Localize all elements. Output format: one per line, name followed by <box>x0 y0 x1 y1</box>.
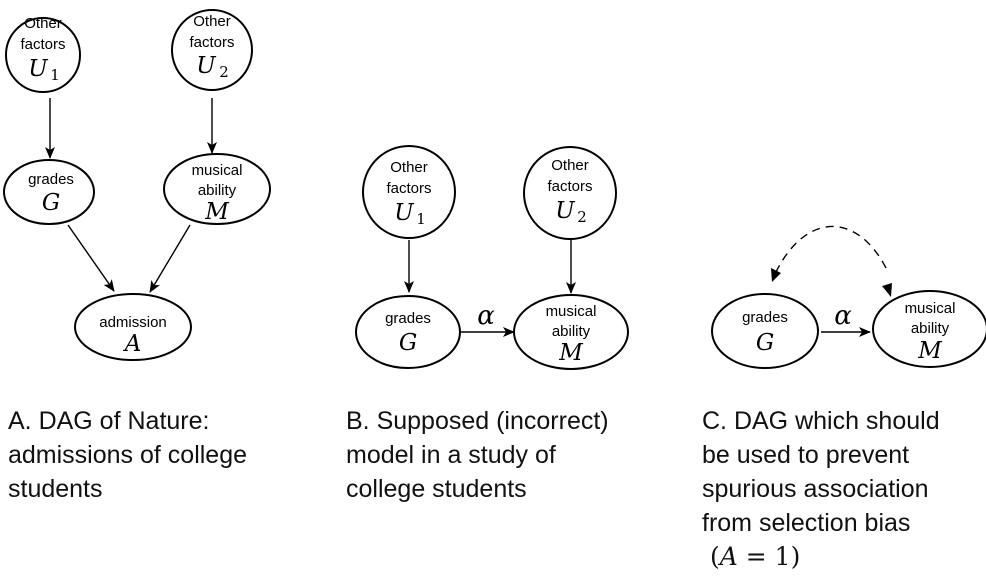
node-symbol: U <box>196 53 217 79</box>
caption-line: A. DAG of Nature: <box>8 407 210 435</box>
node-line1: Other <box>193 13 231 30</box>
node-label: grades <box>742 309 788 326</box>
node-line1: musical <box>192 162 243 179</box>
node-admission: admission A <box>74 293 192 361</box>
node-symbol: U <box>28 56 49 82</box>
node-symbol: M <box>558 340 584 366</box>
node-line2: ability <box>198 182 237 199</box>
node-line2: factors <box>20 36 65 53</box>
node-subscript: 2 <box>219 63 229 81</box>
node-line2: factors <box>386 180 431 197</box>
node-label: admission <box>99 314 167 331</box>
caption-line: B. Supposed (incorrect) <box>346 407 609 435</box>
node-line1: Other <box>390 159 428 176</box>
node-label: grades <box>28 171 74 188</box>
condition-open-paren: ( <box>710 542 720 571</box>
panel-a-diagram: Other factors U 1 Other factors U 2 grad… <box>3 9 271 361</box>
edge-grades-to-admission <box>67 224 115 292</box>
edge-musical-ability-to-admission <box>149 224 191 293</box>
node-line2: factors <box>189 34 234 51</box>
node-grades: grades G <box>3 159 95 225</box>
caption-line: from selection bias <box>702 509 911 537</box>
node-symbol: A <box>123 331 142 357</box>
node-symbol: U <box>394 200 415 226</box>
node-musical-ability: musical ability M <box>872 290 986 368</box>
node-line2: ability <box>911 320 950 337</box>
node-musical-ability: musical ability M <box>513 294 629 370</box>
node-line2: ability <box>552 323 591 340</box>
condition-rest: = 1) <box>737 542 801 571</box>
caption-panel-a: A. DAG of Nature: admissions of college … <box>8 404 247 506</box>
node-other-factors-u1: Other factors U 1 <box>5 15 81 93</box>
dashed-arc-arrowhead-grades <box>771 268 781 282</box>
node-subscript: 1 <box>50 66 60 84</box>
caption-line: be used to prevent <box>702 441 910 469</box>
node-label: grades <box>385 310 431 327</box>
caption-panel-c: C. DAG which should be used to prevent s… <box>702 404 940 574</box>
node-symbol: M <box>204 199 230 225</box>
panel-b-diagram: α Other factors U 1 Other factors U 2 gr… <box>355 145 629 370</box>
caption-line: admissions of college <box>8 441 248 469</box>
edge-alpha-label: α <box>477 301 495 331</box>
node-line1: Other <box>551 157 589 174</box>
caption-line: model in a study of <box>346 441 556 469</box>
node-line2: factors <box>547 178 592 195</box>
node-symbol: U <box>555 198 576 224</box>
panel-c-diagram: α grades G musical ability M <box>711 225 986 369</box>
node-grades: grades G <box>355 295 461 369</box>
node-line1: musical <box>546 303 597 320</box>
node-subscript: 1 <box>416 210 426 228</box>
caption-line: students <box>8 475 103 503</box>
node-line1: musical <box>905 300 956 317</box>
edge-alpha-label: α <box>834 301 852 331</box>
caption-line: college students <box>346 475 527 503</box>
node-grades: grades G <box>711 293 819 369</box>
node-symbol: M <box>917 338 943 364</box>
node-subscript: 2 <box>577 208 587 226</box>
node-symbol: G <box>399 330 417 356</box>
caption-line: spurious association <box>702 475 929 503</box>
node-other-factors-u1: Other factors U 1 <box>362 145 456 239</box>
node-symbol: G <box>756 330 774 356</box>
node-symbol: G <box>42 190 60 216</box>
node-musical-ability: musical ability M <box>163 153 271 225</box>
dashed-arc-arrowhead-musical-ability <box>882 283 892 297</box>
edge-unobserved-dashed-arc <box>775 225 887 273</box>
node-line1: Other <box>24 15 62 32</box>
node-other-factors-u2: Other factors U 2 <box>171 9 253 91</box>
selection-condition: (A = 1) <box>702 540 940 574</box>
node-other-factors-u2: Other factors U 2 <box>523 146 617 240</box>
caption-panel-b: B. Supposed (incorrect) model in a study… <box>346 404 609 506</box>
condition-variable: A <box>719 542 738 571</box>
caption-line: C. DAG which should <box>702 407 940 435</box>
